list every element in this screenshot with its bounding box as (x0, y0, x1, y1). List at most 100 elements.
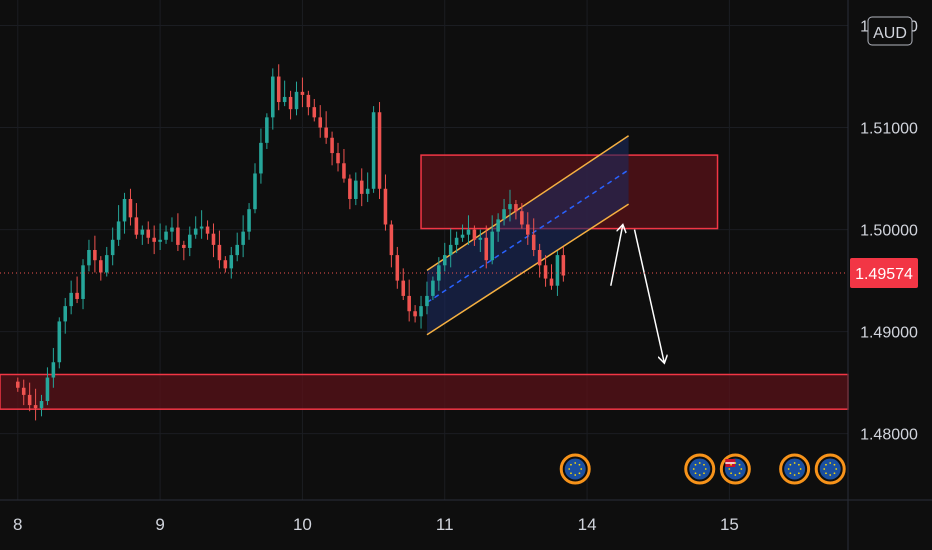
candle[interactable] (282, 80, 287, 107)
candle[interactable] (217, 230, 222, 269)
candle[interactable] (348, 174, 352, 210)
candle[interactable] (99, 256, 103, 281)
candle[interactable] (478, 229, 483, 253)
candle[interactable] (259, 128, 263, 184)
candle[interactable] (241, 215, 245, 258)
candle[interactable] (520, 203, 524, 229)
candle[interactable] (336, 142, 340, 172)
candle[interactable] (377, 102, 382, 199)
candle[interactable] (187, 226, 192, 257)
candle[interactable] (122, 192, 127, 234)
candle[interactable] (16, 377, 20, 392)
candle[interactable] (170, 217, 174, 242)
candle[interactable] (472, 225, 477, 246)
candle[interactable] (104, 246, 109, 277)
candle[interactable] (63, 297, 68, 334)
candle[interactable] (57, 317, 62, 369)
eu-flag-icon[interactable] (814, 453, 846, 485)
eu-flag-icon[interactable] (779, 453, 811, 485)
candle[interactable] (431, 276, 435, 300)
candle[interactable] (496, 213, 500, 242)
candle[interactable] (205, 220, 210, 240)
candle[interactable] (110, 227, 115, 266)
candle[interactable] (342, 148, 346, 183)
candle[interactable] (75, 276, 79, 304)
candle[interactable] (211, 223, 216, 258)
candle[interactable] (330, 131, 334, 166)
candle[interactable] (537, 243, 542, 278)
candle[interactable] (312, 98, 317, 122)
candle[interactable] (466, 215, 471, 245)
candle[interactable] (454, 231, 459, 254)
candle[interactable] (484, 225, 489, 269)
channel-upper-line[interactable] (426, 135, 630, 272)
candle[interactable] (51, 347, 56, 388)
candle[interactable] (33, 388, 38, 421)
candle[interactable] (395, 246, 400, 289)
candle[interactable] (81, 259, 85, 310)
candle[interactable] (229, 246, 234, 279)
candle[interactable] (448, 228, 453, 268)
candle[interactable] (93, 235, 97, 273)
candle[interactable] (555, 251, 560, 296)
candle[interactable] (514, 200, 518, 220)
eu-flag-icon[interactable] (559, 453, 591, 485)
candle[interactable] (359, 168, 364, 207)
currency-badge[interactable]: AUD (867, 16, 913, 46)
time-axis[interactable]: 8 9 10 11 14 15 (0, 499, 932, 534)
candle[interactable] (164, 225, 168, 244)
candle[interactable] (45, 367, 50, 406)
candle[interactable] (383, 174, 388, 231)
eu-flag-icon[interactable] (684, 453, 716, 485)
candle[interactable] (543, 255, 548, 287)
candle[interactable] (193, 216, 198, 239)
candle[interactable] (306, 90, 311, 116)
projection-arrow[interactable] (633, 229, 665, 363)
candle[interactable] (413, 305, 417, 323)
candle[interactable] (116, 205, 121, 246)
candle[interactable] (69, 280, 73, 315)
candle[interactable] (318, 105, 323, 138)
support-zone[interactable] (0, 373, 849, 410)
candle[interactable] (39, 394, 44, 417)
candle[interactable] (437, 257, 441, 291)
candle[interactable] (525, 212, 530, 245)
candle[interactable] (158, 223, 162, 250)
candle[interactable] (294, 81, 299, 116)
candle[interactable] (365, 172, 370, 203)
candle[interactable] (247, 203, 251, 240)
candle[interactable] (490, 215, 494, 265)
candle[interactable] (300, 77, 305, 108)
candle[interactable] (407, 279, 411, 322)
candle[interactable] (223, 256, 228, 273)
candle[interactable] (21, 379, 26, 406)
candle[interactable] (401, 268, 406, 300)
candle[interactable] (199, 210, 204, 239)
candle[interactable] (271, 68, 275, 130)
candle[interactable] (442, 242, 447, 272)
candle[interactable] (276, 64, 281, 111)
candle[interactable] (128, 188, 133, 226)
candle[interactable] (134, 203, 139, 239)
candle[interactable] (152, 225, 156, 255)
projection-arrow[interactable] (610, 226, 623, 286)
candle[interactable] (561, 246, 566, 282)
candle[interactable] (265, 113, 269, 149)
candle[interactable] (87, 239, 91, 272)
candle[interactable] (371, 106, 376, 193)
candle[interactable] (146, 221, 151, 244)
au-flag-icon[interactable] (719, 453, 751, 485)
candle[interactable] (288, 90, 293, 120)
candle[interactable] (419, 295, 423, 329)
candle[interactable] (324, 111, 328, 144)
candle[interactable] (502, 198, 506, 226)
candle[interactable] (140, 225, 145, 245)
channel-lower-line[interactable] (426, 203, 629, 336)
candle[interactable] (531, 218, 536, 257)
candle[interactable] (27, 382, 32, 412)
candle[interactable] (425, 281, 429, 315)
candle[interactable] (549, 264, 554, 290)
candle[interactable] (235, 232, 239, 262)
candle[interactable] (389, 220, 394, 268)
